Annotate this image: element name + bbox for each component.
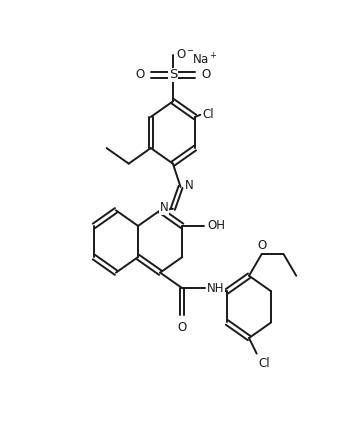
Text: S: S <box>169 68 177 81</box>
Text: Cl: Cl <box>258 357 270 370</box>
Text: O: O <box>201 68 210 81</box>
Text: O: O <box>257 239 266 252</box>
Text: O: O <box>136 68 145 81</box>
Text: Na$^+$: Na$^+$ <box>192 52 218 67</box>
Text: OH: OH <box>207 219 225 233</box>
Text: NH: NH <box>207 282 225 295</box>
Text: N: N <box>159 201 168 214</box>
Text: Cl: Cl <box>203 108 215 121</box>
Text: N: N <box>185 179 194 192</box>
Text: O$^-$: O$^-$ <box>176 48 195 61</box>
Text: O: O <box>177 321 187 334</box>
